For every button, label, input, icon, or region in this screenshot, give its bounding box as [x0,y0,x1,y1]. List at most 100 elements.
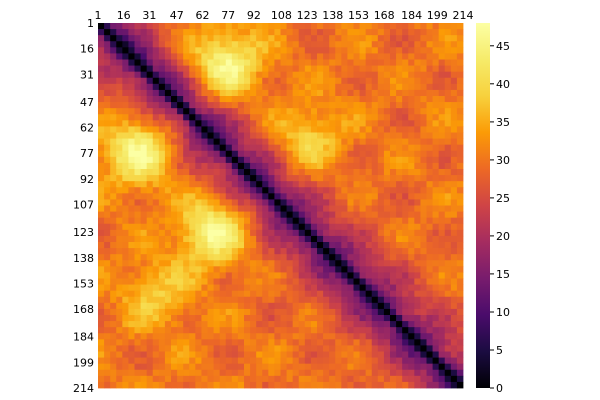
heatmap-cell [237,205,245,212]
heatmap-cell [140,217,148,225]
heatmap-cell [329,308,336,316]
heatmap-cell [134,272,141,279]
heatmap-cell [402,351,409,358]
heatmap-cell [128,345,135,352]
heatmap-cell [408,278,415,285]
heatmap-cell [414,102,421,109]
heatmap-cell [201,65,208,73]
heatmap-cell [402,260,409,267]
heatmap-cell [420,199,427,206]
heatmap-cell [432,357,440,365]
heatmap-cell [335,321,342,328]
heatmap-cell [158,248,166,255]
heatmap-cell [128,284,135,292]
heatmap-cell [390,235,397,243]
heatmap-cell [329,254,336,261]
heatmap-cell [110,120,117,127]
heatmap-cell [329,357,336,365]
heatmap-cell [146,254,154,261]
heatmap-cell [110,181,117,188]
heatmap-cell [408,102,415,109]
heatmap-cell [171,108,178,115]
heatmap-cell [414,96,421,103]
heatmap-cell [219,65,227,73]
heatmap-cell [201,187,208,194]
heatmap-cell [219,296,227,304]
heatmap-cell [329,199,336,206]
heatmap-cell [268,345,275,352]
heatmap-cell [152,254,160,261]
heatmap-cell [195,223,202,231]
heatmap-cell [250,65,257,73]
heatmap-cell [444,132,452,139]
heatmap-cell [335,211,342,219]
heatmap-cell [371,138,379,146]
heatmap-cell [377,144,385,152]
heatmap-cell [335,205,342,212]
heatmap-cell [317,59,324,66]
heatmap-cell [207,284,214,292]
heatmap-cell [353,120,360,127]
heatmap-cell [390,345,397,352]
heatmap-cell [152,181,160,188]
heatmap-cell [456,321,464,328]
heatmap-cell [201,71,208,79]
heatmap-cell [359,260,367,267]
heatmap-cell [310,29,318,36]
heatmap-cell [426,363,433,371]
x-tick-label: 77 [221,9,235,22]
heatmap-cell [414,260,421,267]
heatmap-cell [365,254,373,261]
heatmap-cell [244,59,251,66]
heatmap-cell [201,102,208,109]
heatmap-cell [456,327,464,334]
heatmap-cell [426,193,433,200]
heatmap-cell [317,327,324,334]
heatmap-cell [390,308,397,316]
heatmap-cell [353,77,360,85]
heatmap-cell [353,308,360,316]
heatmap-cell [189,35,196,42]
heatmap-cell [280,345,287,352]
heatmap-cell [207,187,214,194]
heatmap-cell [298,381,306,389]
heatmap-cell [128,150,135,158]
heatmap-cell [280,284,287,292]
heatmap-cell [237,296,245,304]
heatmap-cell [444,181,452,188]
heatmap-cell [116,23,123,30]
x-tick-label: 153 [348,9,369,22]
heatmap-cell [426,89,433,97]
heatmap-cell [116,29,123,36]
heatmap-cell [244,156,251,164]
heatmap-cell [225,333,233,340]
heatmap-cell [140,71,148,79]
heatmap-cell [104,290,111,298]
heatmap-cell [408,108,415,115]
heatmap-cell [116,156,123,164]
heatmap-cell [225,284,233,292]
heatmap-cell [329,102,336,109]
heatmap-cell [207,199,214,206]
heatmap-cell [146,150,154,158]
heatmap-cell [171,77,178,85]
heatmap-cell [426,260,433,267]
heatmap-cell [268,369,275,377]
heatmap-cell [189,120,196,127]
heatmap-cell [158,242,166,249]
heatmap-cell [134,138,141,146]
heatmap-cell [408,315,415,322]
heatmap-cell [280,108,287,115]
heatmap-cell [341,272,348,279]
heatmap-cell [359,138,367,146]
heatmap-cell [335,138,342,146]
heatmap-cell [177,162,184,170]
heatmap-cell [426,211,433,219]
heatmap-cell [280,351,287,358]
heatmap-cell [152,29,160,36]
heatmap-cell [414,181,421,188]
heatmap-cell [219,278,227,285]
heatmap-cell [335,223,342,231]
heatmap-cell [207,29,214,36]
heatmap-cell [207,321,214,328]
